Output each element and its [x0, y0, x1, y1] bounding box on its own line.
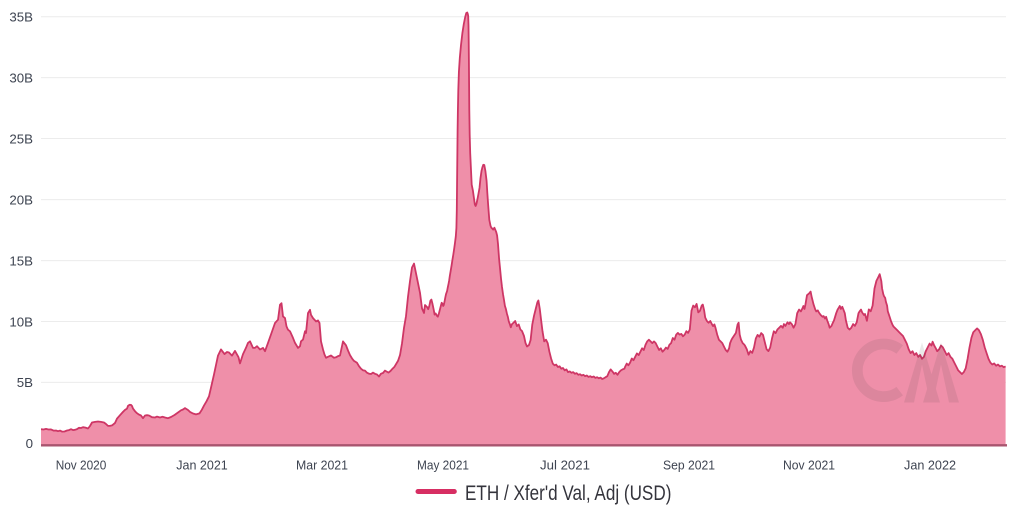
- svg-text:Jan 2022: Jan 2022: [904, 458, 956, 473]
- svg-text:ETH / Xfer'd Val, Adj (USD): ETH / Xfer'd Val, Adj (USD): [465, 482, 671, 505]
- svg-text:Nov 2020: Nov 2020: [56, 458, 107, 473]
- svg-text:Jan 2021: Jan 2021: [176, 458, 228, 473]
- svg-text:5B: 5B: [17, 375, 33, 390]
- svg-text:May 2021: May 2021: [417, 458, 469, 473]
- svg-text:Nov 2021: Nov 2021: [783, 458, 835, 473]
- svg-text:15B: 15B: [9, 253, 33, 268]
- svg-text:20B: 20B: [9, 192, 33, 207]
- svg-text:Sep 2021: Sep 2021: [663, 458, 715, 473]
- svg-text:Mar 2021: Mar 2021: [296, 458, 348, 473]
- svg-text:10B: 10B: [9, 314, 33, 329]
- svg-text:Jul 2021: Jul 2021: [540, 458, 590, 473]
- svg-text:35B: 35B: [9, 10, 33, 25]
- svg-text:30B: 30B: [9, 70, 33, 85]
- svg-text:0: 0: [26, 436, 33, 451]
- svg-text:25B: 25B: [9, 131, 33, 146]
